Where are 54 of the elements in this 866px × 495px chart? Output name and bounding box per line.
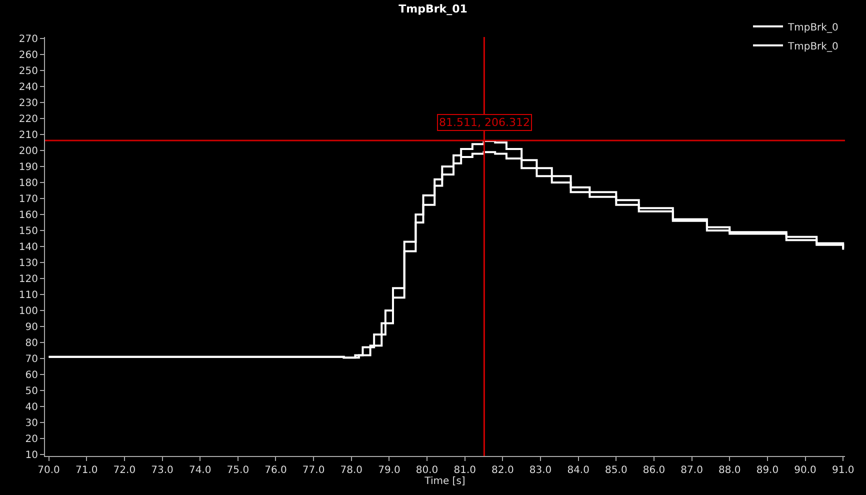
x-tick-label: 90.0 xyxy=(794,465,816,476)
y-tick-label: 160 xyxy=(18,210,38,222)
x-tick-label: 74.0 xyxy=(188,465,212,476)
y-tick-label: 180 xyxy=(18,178,38,190)
x-tick-label: 86.0 xyxy=(642,465,666,476)
y-tick-label: 170 xyxy=(18,194,38,206)
y-tick-label: 220 xyxy=(18,114,38,126)
y-tick-label: 270 xyxy=(18,34,38,46)
y-tick-label: 60 xyxy=(25,370,38,381)
y-tick-label: 70 xyxy=(25,354,38,365)
x-tick-label: 72.0 xyxy=(113,465,136,476)
chart-title: TmpBrk_01 xyxy=(398,2,468,16)
y-tick-label: 260 xyxy=(18,50,38,62)
y-tick-label: 40 xyxy=(25,402,38,413)
y-tick-label: 240 xyxy=(18,82,38,94)
y-tick-label: 230 xyxy=(18,98,38,110)
x-tick-label: 84.0 xyxy=(567,465,590,476)
y-tick-label: 100 xyxy=(18,306,38,317)
legend-label: TmpBrk_0 xyxy=(787,22,838,34)
x-tick-label: 70.0 xyxy=(38,465,60,476)
x-tick-label: 89.0 xyxy=(756,465,779,476)
y-tick-label: 120 xyxy=(18,274,38,285)
x-tick-label: 91.0 xyxy=(832,465,854,476)
x-axis-title: Time [s] xyxy=(424,476,466,487)
x-tick-label: 80.0 xyxy=(416,465,438,476)
y-tick-label: 250 xyxy=(18,66,38,78)
x-tick-label: 77.0 xyxy=(302,465,325,476)
y-tick-label: 190 xyxy=(18,162,38,174)
x-tick-label: 78.0 xyxy=(340,465,363,476)
x-tick-label: 79.0 xyxy=(378,465,400,476)
x-tick-label: 71.0 xyxy=(75,465,98,476)
y-tick-label: 130 xyxy=(18,258,38,269)
x-tick-label: 85.0 xyxy=(605,465,628,476)
y-tick-label: 20 xyxy=(25,434,38,445)
y-tick-label: 210 xyxy=(18,130,38,142)
y-tick-label: 80 xyxy=(25,338,38,349)
y-tick-label: 110 xyxy=(18,290,38,301)
y-tick-label: 10 xyxy=(25,450,38,461)
y-tick-label: 50 xyxy=(25,386,38,397)
x-tick-label: 81.0 xyxy=(454,465,476,476)
y-tick-label: 140 xyxy=(18,242,38,253)
y-tick-label: 150 xyxy=(18,226,38,238)
x-tick-label: 88.0 xyxy=(718,465,741,476)
legend-label: TmpBrk_0 xyxy=(787,41,838,52)
y-tick-label: 90 xyxy=(25,322,38,333)
y-tick-label: 200 xyxy=(18,146,38,158)
x-tick-label: 75.0 xyxy=(226,465,250,476)
x-tick-label: 73.0 xyxy=(151,465,174,476)
x-tick-label: 76.0 xyxy=(264,465,287,476)
x-tick-label: 82.0 xyxy=(492,465,514,476)
x-tick-label: 83.0 xyxy=(529,465,552,476)
y-tick-label: 30 xyxy=(25,418,38,429)
x-tick-label: 87.0 xyxy=(680,465,703,476)
annotation: 81.511, 206.312 xyxy=(439,116,530,129)
